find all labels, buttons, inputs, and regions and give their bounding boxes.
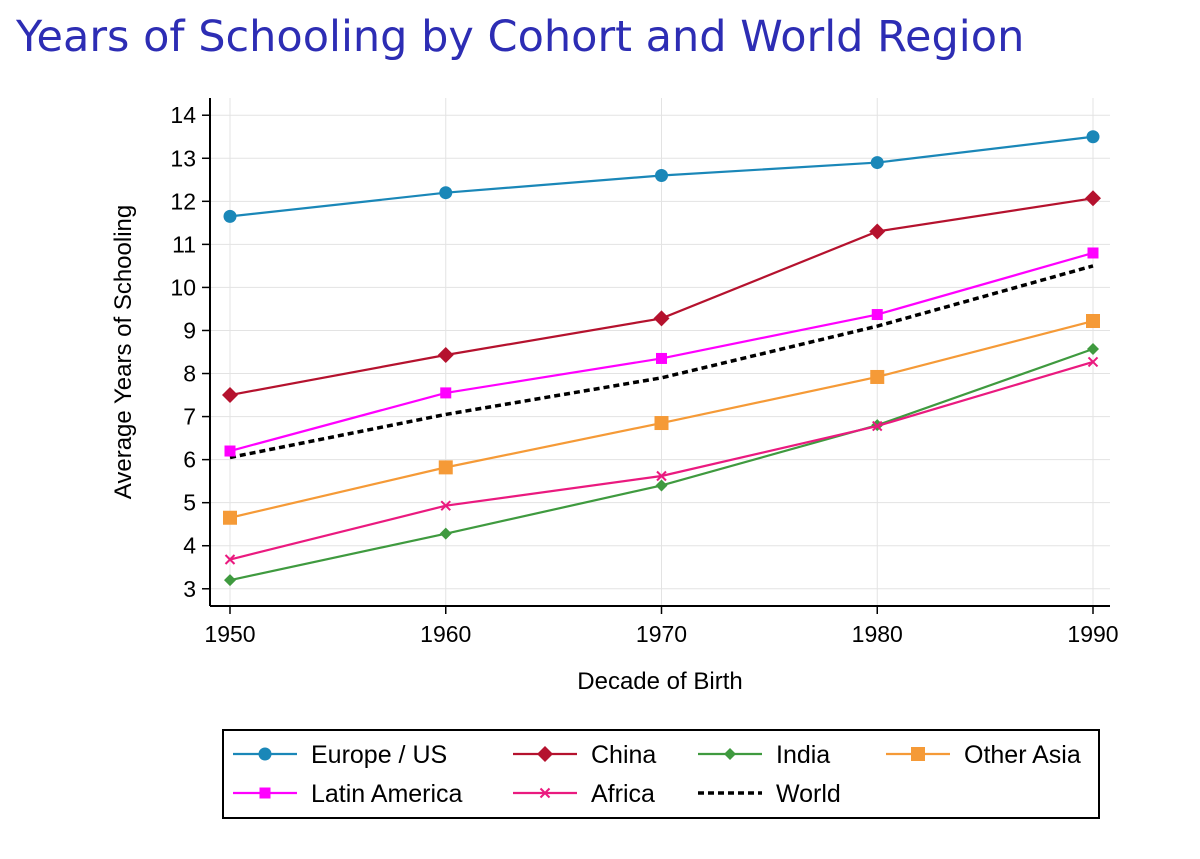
data-point-india xyxy=(224,574,236,587)
x-marker-stroke xyxy=(656,470,667,482)
data-point-latin-america xyxy=(224,445,236,457)
series-other-asia xyxy=(223,314,1100,525)
x-marker-stroke xyxy=(1087,356,1099,368)
x-tick-label: 1960 xyxy=(420,621,471,647)
legend-marker-other-asia xyxy=(911,747,925,761)
y-tick-label: 3 xyxy=(183,576,196,602)
x-marker-stroke xyxy=(872,420,883,432)
y-tick-label: 10 xyxy=(170,274,196,300)
series-line-world xyxy=(229,264,1094,460)
data-point-europe-us xyxy=(439,186,453,200)
data-point-europe-us xyxy=(870,156,884,170)
y-tick-label: 8 xyxy=(183,361,196,387)
legend-item-world: World xyxy=(698,780,841,808)
legend: Europe / US China India Other Asia Latin Ame… xyxy=(222,729,1100,819)
y-tick-label: 11 xyxy=(172,231,196,257)
data-point-china xyxy=(869,223,886,240)
data-point-europe-us xyxy=(655,168,668,182)
legend-item-china: China xyxy=(513,741,656,769)
y-tick-label: 13 xyxy=(170,145,196,171)
legend-label: India xyxy=(776,741,830,769)
chart-title: Years of Schooling by Cohort and World R… xyxy=(16,12,1025,62)
data-point-other-asia xyxy=(870,369,885,384)
gridlines xyxy=(210,98,1110,606)
data-point-latin-america xyxy=(871,309,883,321)
legend-marker-europe-us xyxy=(258,747,272,761)
data-point-latin-america xyxy=(440,387,452,399)
y-axis-label: Average Years of Schooling xyxy=(110,205,137,499)
legend-item-other-asia: Other Asia xyxy=(886,741,1081,769)
legend-marker-china xyxy=(537,746,553,762)
data-point-africa xyxy=(440,500,451,511)
data-point-europe-us xyxy=(1086,130,1100,144)
x-marker-stroke xyxy=(440,500,451,511)
legend-item-africa: Africa xyxy=(513,780,655,808)
data-point-other-asia xyxy=(438,460,453,475)
series-africa xyxy=(224,356,1099,565)
y-tick-label: 14 xyxy=(170,102,196,128)
legend-item-europe-us: Europe / US xyxy=(233,741,447,769)
series-china xyxy=(222,190,1101,404)
data-point-china xyxy=(1085,190,1101,207)
data-point-africa xyxy=(1087,356,1099,368)
data-point-china xyxy=(222,387,238,404)
y-tick-label: 12 xyxy=(170,188,196,214)
data-point-china xyxy=(653,310,670,327)
data-point-africa xyxy=(872,420,883,432)
legend-label: World xyxy=(776,780,841,808)
legend-item-latin-america: Latin America xyxy=(233,780,463,808)
x-axis-label: Decade of Birth xyxy=(577,668,742,695)
x-tick-label: 1990 xyxy=(1067,621,1118,647)
y-tick-label: 7 xyxy=(183,404,196,430)
legend-marker-africa xyxy=(539,787,551,799)
series-latin-america xyxy=(224,247,1099,457)
y-tick-label: 5 xyxy=(183,490,196,516)
data-point-other-asia xyxy=(1086,314,1100,329)
data-point-africa xyxy=(656,470,667,482)
legend-label: Latin America xyxy=(311,780,463,808)
data-point-europe-us xyxy=(223,209,237,223)
data-point-india xyxy=(439,527,452,540)
legend-label: Africa xyxy=(591,780,655,808)
y-tick-label: 9 xyxy=(183,317,196,343)
legend-box xyxy=(222,729,1100,819)
data-point-africa xyxy=(224,554,236,565)
x-tick-label: 1970 xyxy=(636,621,687,647)
data-point-latin-america xyxy=(1087,247,1099,259)
legend-label: Other Asia xyxy=(964,741,1081,769)
legend-item-india: India xyxy=(698,741,830,769)
legend-marker-india xyxy=(724,748,736,760)
data-point-india xyxy=(655,479,668,492)
data-point-china xyxy=(437,347,454,364)
series-world xyxy=(229,264,1094,460)
legend-marker-latin-america xyxy=(259,787,271,799)
legend-label: China xyxy=(591,741,656,769)
y-tick-label: 4 xyxy=(183,533,196,559)
x-marker-stroke xyxy=(539,787,551,799)
data-point-other-asia xyxy=(654,416,669,431)
data-point-india xyxy=(1087,342,1099,355)
legend-label: Europe / US xyxy=(311,741,447,769)
y-tick-label: 6 xyxy=(183,447,196,473)
x-tick-label: 1950 xyxy=(204,621,255,647)
data-point-latin-america xyxy=(656,352,667,364)
x-tick-label: 1980 xyxy=(852,621,903,647)
x-marker-stroke xyxy=(224,554,236,565)
data-point-other-asia xyxy=(223,510,237,525)
series-europe-us xyxy=(223,130,1100,223)
